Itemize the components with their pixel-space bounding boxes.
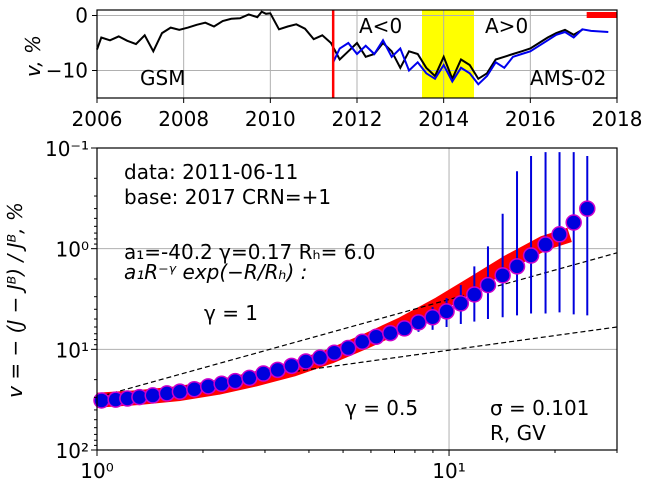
annotation-gamma-half: γ = 0.5 xyxy=(345,396,418,420)
annotation-fit-model: a₁R⁻ᵞ exp(−R/Rₕ) : xyxy=(124,260,307,284)
data-point xyxy=(171,383,189,400)
data-point xyxy=(213,375,230,393)
annotation-a-positive: A>0 xyxy=(485,14,528,38)
gsm-label: GSM xyxy=(140,66,185,90)
data-point xyxy=(494,267,511,284)
x-tick-label: 2012 xyxy=(332,107,383,131)
data-point xyxy=(452,295,470,312)
data-point xyxy=(396,320,413,337)
data-point xyxy=(311,349,329,366)
x-tick-label: 10¹ xyxy=(432,459,465,483)
time-grid xyxy=(96,10,618,98)
data-point xyxy=(297,353,315,370)
x-tick-label: 2018 xyxy=(592,107,643,131)
bottom-axes-frame xyxy=(96,147,618,451)
data-point xyxy=(283,357,300,375)
data-point xyxy=(199,378,217,395)
y-tick-label: 10⁻¹ xyxy=(45,137,89,161)
data-point xyxy=(339,339,357,357)
data-point xyxy=(367,328,385,346)
data-point xyxy=(479,276,497,294)
data-point xyxy=(522,247,540,264)
data-point xyxy=(551,226,568,243)
y-tick-label: 10¹ xyxy=(56,338,89,362)
data-points xyxy=(93,200,596,409)
data-point xyxy=(269,361,286,379)
annotation-fit-params: a₁=-40.2 γ=0.17 Rₕ= 6.0 xyxy=(124,240,376,264)
data-point xyxy=(424,308,441,326)
rigidity-spectrum-panel: 10⁰ 10¹ 10⁻¹ 10⁰ 10¹ 10² v = − (J − Jᴮ) / Jᴮ,… xyxy=(3,137,618,483)
data-point xyxy=(326,344,343,361)
x-tick-label: 2014 xyxy=(418,107,469,131)
data-point xyxy=(186,380,203,398)
y-tick-label: 10² xyxy=(56,439,89,463)
x-tick-label: 2008 xyxy=(158,107,209,131)
data-point xyxy=(226,372,244,390)
time-series-panel: 2006 2008 2010 2012 2014 2016 2018 0 −10 v, % A<… xyxy=(21,4,642,132)
data-point xyxy=(438,303,455,320)
data-point xyxy=(579,200,596,217)
time-axis-ticks: 2006 2008 2010 2012 2014 2016 2018 0 −10 xyxy=(46,4,643,132)
data-point xyxy=(354,333,371,350)
x-tick-label: 10⁰ xyxy=(80,459,113,483)
data-point xyxy=(382,324,399,342)
annotation-sigma: σ = 0.101 xyxy=(490,396,589,420)
top-y-axis-label: v, % xyxy=(21,35,45,77)
data-point xyxy=(537,236,554,253)
y-tick-label: 10⁰ xyxy=(56,238,89,262)
data-point xyxy=(410,314,427,331)
x-tick-label: 2010 xyxy=(245,107,296,131)
annotation-gamma-1: γ = 1 xyxy=(204,301,258,325)
highlight-band xyxy=(422,10,474,98)
annotation-base: base: 2017 CRN=+1 xyxy=(124,185,331,209)
data-point xyxy=(466,286,483,303)
x-tick-label: 2016 xyxy=(505,107,556,131)
y-tick-label: 0 xyxy=(75,4,88,28)
bottom-x-axis-label: R, GV xyxy=(490,421,546,445)
data-point xyxy=(93,392,110,409)
bottom-y-axis-label: v = − (J − Jᴮ) / Jᴮ, % xyxy=(3,202,27,398)
marker-bar xyxy=(586,12,617,18)
data-point xyxy=(255,365,272,382)
annotation-a-negative: A<0 xyxy=(359,14,402,38)
data-point xyxy=(241,369,258,387)
gsm-series-line xyxy=(96,10,583,82)
data-point xyxy=(508,258,526,275)
y-tick-label: −10 xyxy=(46,59,88,83)
x-tick-label: 2006 xyxy=(72,107,123,131)
data-point xyxy=(144,387,161,404)
annotation-data-date: data: 2011-06-11 xyxy=(124,160,298,184)
data-point xyxy=(565,214,582,231)
rigidity-axis-ticks: 10⁰ 10¹ 10⁻¹ 10⁰ 10¹ 10² xyxy=(45,137,618,483)
ams02-label: AMS-02 xyxy=(530,66,606,90)
ams02-series-line xyxy=(332,28,609,86)
